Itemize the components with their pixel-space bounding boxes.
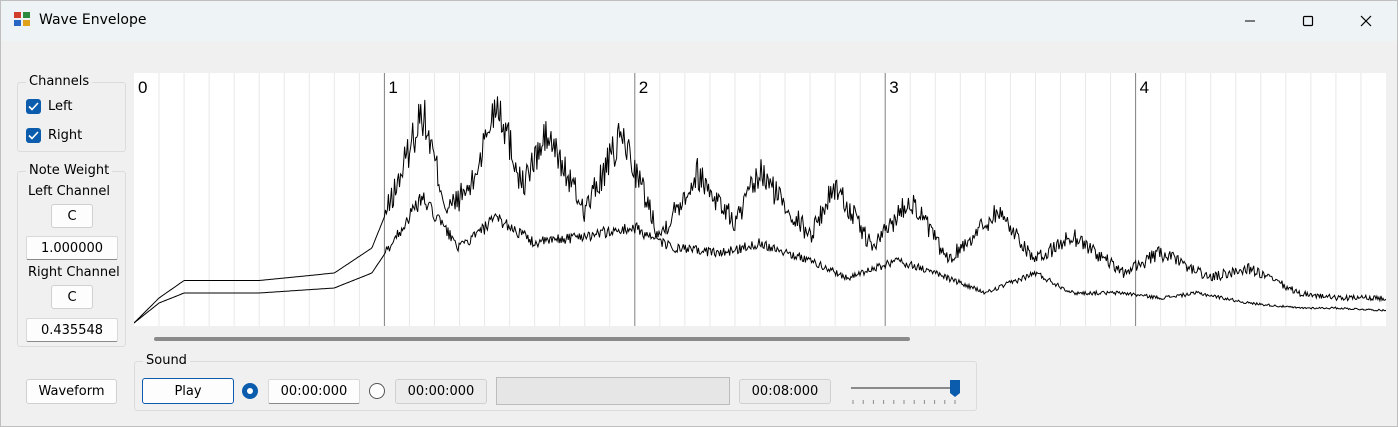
left-note-button[interactable]: C (51, 204, 93, 228)
radio-dot-icon (247, 388, 253, 394)
play-button[interactable]: Play (142, 378, 234, 404)
right-channel-label: Right (48, 128, 83, 143)
note-weight-group-title: Note Weight (26, 163, 113, 178)
envelope-line-upper (133, 96, 1387, 324)
title-bar: Wave Envelope (1, 1, 1397, 41)
slider-thumb[interactable] (950, 380, 960, 397)
close-icon (1360, 15, 1372, 27)
right-note-button[interactable]: C (51, 285, 93, 309)
right-channel-weight-label: Right Channel (28, 265, 120, 280)
channels-group-title: Channels (26, 74, 93, 89)
time-marker-label: 0 (138, 78, 147, 97)
time-marker-label: 4 (1140, 78, 1149, 97)
sound-group: Sound (134, 353, 977, 411)
time-marker-label: 3 (889, 78, 898, 97)
envelope-chart: 0 1 2 3 4 (133, 73, 1387, 326)
minimize-icon (1245, 20, 1255, 22)
time-marker-label: 1 (388, 78, 397, 97)
minimize-button[interactable] (1227, 1, 1273, 41)
right-channel-checkbox[interactable]: Right (26, 128, 82, 143)
sound-group-title: Sound (143, 353, 190, 368)
playback-progress (496, 377, 730, 405)
envelope-line-lower (133, 192, 1387, 324)
note-weight-group: Note Weight Left Channel C 1.000000 Righ… (17, 163, 126, 347)
check-icon (26, 128, 41, 143)
right-weight-field[interactable]: 0.435548 (26, 318, 118, 342)
time-marker-label: 2 (639, 78, 648, 97)
close-button[interactable] (1343, 1, 1389, 41)
start-time-field[interactable]: 00:00:000 (268, 379, 360, 404)
check-icon (26, 99, 41, 114)
left-channel-checkbox[interactable]: Left (26, 99, 72, 114)
window-title: Wave Envelope (39, 12, 147, 28)
channels-group: Channels Left Right (17, 74, 126, 152)
left-channel-weight-label: Left Channel (28, 184, 110, 199)
volume-slider[interactable] (847, 377, 963, 407)
app-icon (14, 12, 30, 26)
current-time-radio[interactable] (369, 383, 385, 399)
left-channel-label: Left (48, 99, 73, 114)
current-time-field: 00:00:000 (395, 379, 487, 404)
slider-ticks (852, 400, 956, 404)
envelope-plot[interactable]: 0 1 2 3 4 (133, 73, 1387, 326)
left-weight-field[interactable]: 1.000000 (26, 236, 118, 260)
plot-scrollbar[interactable] (154, 337, 910, 341)
waveform-button[interactable]: Waveform (26, 379, 117, 404)
end-time-field: 00:08:000 (739, 379, 831, 404)
start-time-radio[interactable] (242, 383, 258, 399)
maximize-button[interactable] (1285, 1, 1331, 41)
maximize-icon (1302, 15, 1314, 27)
